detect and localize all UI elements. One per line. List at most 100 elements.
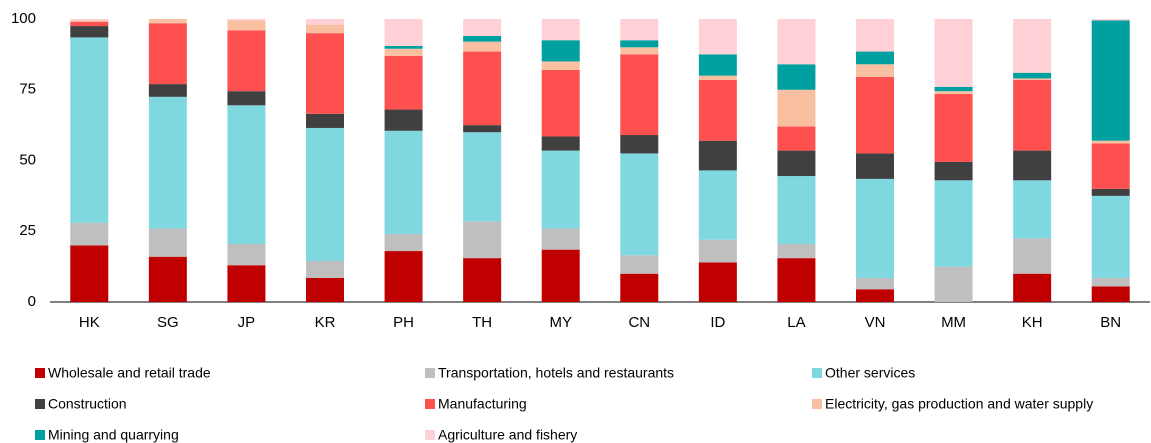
x-tick-label: MM	[941, 314, 966, 331]
bar-segment	[227, 30, 266, 92]
bar-segment	[227, 105, 266, 244]
bar-segment	[463, 221, 502, 259]
bar-segment	[227, 91, 266, 106]
bar-segment	[463, 19, 502, 36]
bar-segment	[463, 132, 502, 222]
bar-segment	[856, 277, 894, 290]
bar-segment	[856, 289, 894, 302]
bar-segment	[1091, 286, 1130, 302]
x-tick-label: MY	[549, 314, 572, 331]
bar-segment	[1091, 140, 1130, 144]
bar-segment	[1013, 273, 1052, 302]
bar-segment	[70, 19, 109, 21]
x-tick-label: ID	[710, 314, 725, 331]
x-tick-label: LA	[787, 314, 805, 331]
legend-label: Agriculture and fishery	[438, 427, 577, 443]
bar-segment	[148, 96, 187, 229]
legend: Wholesale and retail trade Transportation…	[35, 365, 1093, 443]
bar-segment	[306, 277, 344, 302]
bar-segment	[227, 19, 266, 21]
bar-segment	[541, 69, 580, 137]
bar-segment	[698, 75, 737, 80]
bar-segment	[620, 273, 659, 302]
bar-segment	[698, 79, 737, 141]
bar-segment	[541, 40, 580, 62]
bar-segment	[384, 55, 423, 110]
y-tick-label: 50	[19, 151, 36, 168]
legend-swatch	[425, 368, 435, 378]
bar-segment	[1091, 188, 1130, 196]
bar-segment	[620, 40, 659, 48]
legend-label: Wholesale and retail trade	[48, 365, 211, 381]
bar-segment	[541, 61, 580, 70]
bar-segment	[856, 153, 894, 179]
bar-segment	[306, 24, 344, 34]
bar-segment	[620, 19, 659, 41]
legend-label: Transportation, hotels and restaurants	[438, 365, 674, 381]
bar-segment	[777, 64, 816, 90]
bar-segment	[384, 48, 423, 56]
y-tick-label: 75	[19, 81, 36, 98]
bar-segment	[856, 77, 894, 154]
bar-segment	[463, 51, 502, 126]
legend-swatch	[35, 368, 45, 378]
bar-segment	[70, 222, 109, 246]
y-tick-label: 100	[11, 10, 36, 27]
bar-segment	[1013, 72, 1052, 79]
bar-segment	[541, 249, 580, 302]
legend-swatch	[425, 399, 435, 409]
bar-segment	[856, 51, 894, 65]
bar-segment	[698, 19, 737, 55]
bar-segment	[306, 113, 344, 128]
bar-segment	[934, 93, 973, 162]
bar-segment	[777, 126, 816, 151]
legend-label: Electricity, gas production and water su…	[825, 396, 1093, 412]
bar-segment	[1013, 78, 1052, 80]
legend-label: Other services	[825, 365, 915, 381]
bar-segment	[1013, 180, 1052, 239]
bar-segment	[698, 170, 737, 240]
bar-segment	[148, 228, 187, 257]
legend-swatch	[35, 430, 45, 440]
bar-segment	[1091, 143, 1130, 189]
bar-segment	[541, 19, 580, 41]
bar-segment	[856, 19, 894, 52]
bar-segment	[934, 19, 973, 87]
legend-label: Construction	[48, 396, 127, 412]
bar-segment	[777, 258, 816, 302]
bar-segment	[463, 41, 502, 52]
bar-segment	[541, 228, 580, 250]
bar-segment	[698, 140, 737, 171]
bar-segment	[934, 180, 973, 267]
bar-segment	[1013, 150, 1052, 181]
bar-segment	[934, 266, 973, 302]
bar-segment	[1091, 195, 1130, 278]
bar-segment	[70, 21, 109, 27]
bar-segment	[227, 265, 266, 302]
y-tick-label: 25	[19, 222, 36, 239]
y-tick-label: 0	[28, 293, 36, 310]
bar-segment	[620, 153, 659, 256]
bar-segment	[934, 161, 973, 181]
bar-segment	[70, 245, 109, 302]
bar-segment	[463, 258, 502, 302]
x-tick-label: SG	[157, 314, 179, 331]
bar-segment	[1091, 277, 1130, 287]
bar-segment	[620, 54, 659, 136]
bar-segment	[227, 20, 266, 31]
bar-segment	[541, 150, 580, 229]
bar-segment	[384, 45, 423, 49]
bar-segment	[856, 64, 894, 78]
bar-segment	[1013, 19, 1052, 73]
bar-segment	[777, 150, 816, 177]
bar-segment	[777, 19, 816, 65]
x-tick-label: KR	[315, 314, 336, 331]
bar-segment	[70, 37, 109, 223]
bar-segment	[777, 176, 816, 244]
x-tick-label: BN	[1100, 314, 1121, 331]
bar-segment	[856, 178, 894, 278]
legend-swatch	[812, 399, 822, 409]
legend-swatch	[35, 399, 45, 409]
bar-segment	[463, 35, 502, 42]
